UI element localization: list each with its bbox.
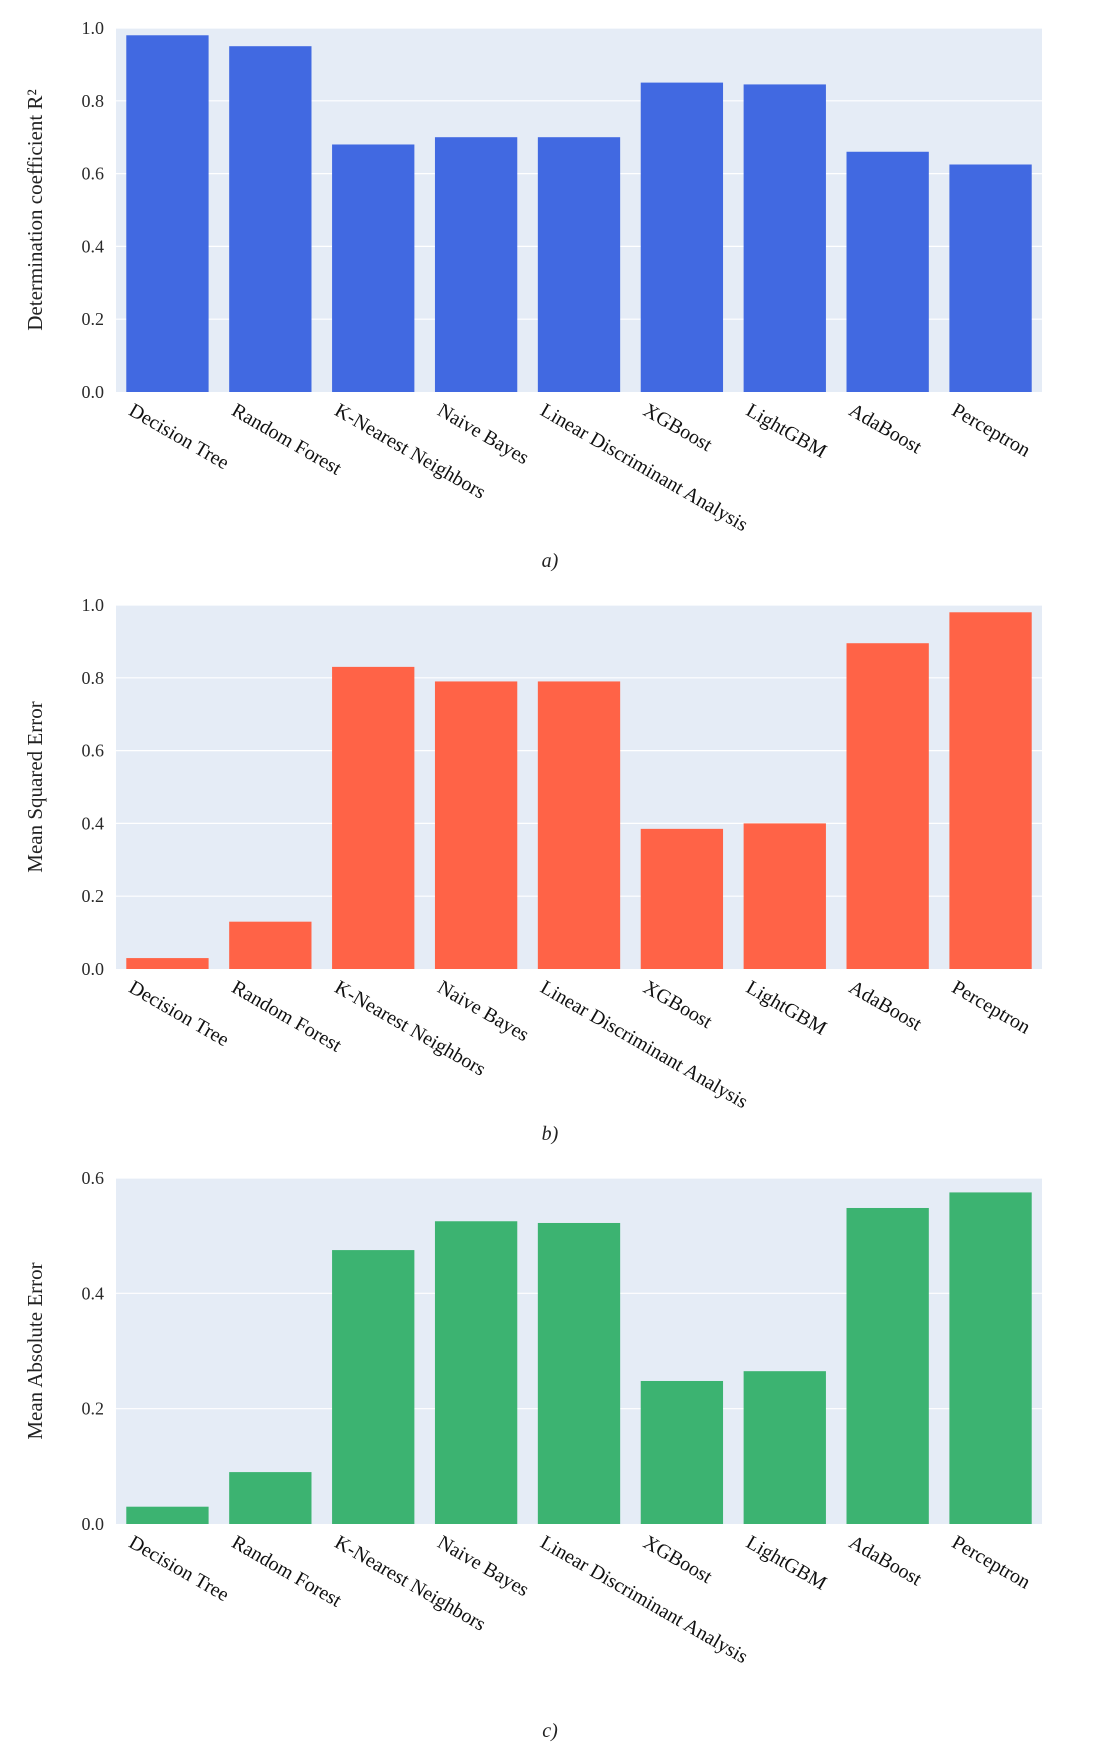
bar-k-nearest-neighbors: [332, 666, 415, 969]
x-tick-label: Naive Bayes: [434, 976, 533, 1046]
bar-xgboost: [640, 1380, 724, 1524]
panel-c-mae: 0.0 0.2 0.4 0.6 Decision Tree Random Forest K-…: [0, 1166, 1100, 1752]
y-tick-label: 0.2: [82, 1399, 105, 1419]
x-tick-label: XGBoost: [639, 399, 716, 456]
bar-lightgbm: [743, 823, 826, 969]
x-tick-label: Naive Bayes: [434, 1531, 533, 1601]
y-axis-title: Mean Squared Error: [23, 701, 47, 872]
y-tick-label: 0.2: [82, 886, 105, 906]
y-tick-label: 0.8: [82, 91, 105, 111]
x-tick-label: XGBoost: [639, 1531, 716, 1588]
caption-c: c): [542, 1720, 558, 1742]
bar-adaboost: [846, 643, 929, 969]
x-tick-label: LightGBM: [742, 976, 830, 1040]
bar-random-forest: [229, 1472, 312, 1524]
y-tick-label: 0.0: [82, 959, 105, 979]
bar-decision-tree: [126, 1506, 209, 1524]
caption-a: a): [541, 550, 559, 572]
bar-lightgbm: [743, 84, 826, 393]
x-tick-label: Perceptron: [948, 1531, 1034, 1593]
x-tick-label: Decision Tree: [125, 976, 233, 1051]
y-tick-label: 0.0: [82, 1514, 105, 1534]
x-tick-label: Random Forest: [228, 976, 346, 1057]
x-tick-label: AdaBoost: [845, 1531, 926, 1590]
y-tick-label: 0.6: [82, 741, 105, 761]
x-tick-label: Decision Tree: [125, 1531, 233, 1606]
bar-xgboost: [640, 828, 724, 969]
bar-lightgbm: [743, 1371, 826, 1524]
y-tick-label: 0.4: [82, 813, 105, 833]
x-tick-label: AdaBoost: [845, 976, 926, 1035]
y-tick-label: 1.0: [82, 595, 105, 615]
x-tick-label: Random Forest: [228, 1531, 346, 1612]
bar-perceptron: [949, 164, 1032, 392]
x-tick-label: Perceptron: [948, 399, 1034, 461]
x-tick-label: Perceptron: [948, 976, 1034, 1038]
y-tick-label: 0.6: [82, 1168, 105, 1188]
caption-b: b): [541, 1123, 559, 1145]
panel-b-mse: 0.0 0.2 0.4 0.6 0.8 1.0 Decision Tree Random Fo…: [0, 583, 1100, 1166]
bar-naive-bayes: [434, 137, 518, 392]
bar-naive-bayes: [434, 1221, 518, 1524]
y-axis-title: Mean Absolute Error: [23, 1262, 47, 1439]
y-tick-label: 1.0: [82, 18, 105, 38]
bar-perceptron: [949, 612, 1032, 969]
x-tick-label: XGBoost: [639, 976, 716, 1033]
x-tick-label: LightGBM: [742, 399, 830, 463]
y-tick-label: 0.6: [82, 164, 105, 184]
y-tick-label: 0.2: [82, 309, 105, 329]
x-tick-label: LightGBM: [742, 1531, 830, 1595]
y-axis-title: Determination coefficient R²: [23, 89, 47, 331]
bar-perceptron: [949, 1192, 1032, 1524]
bar-linear-discriminant-analysis: [537, 681, 621, 969]
y-tick-label: 0.4: [82, 236, 105, 256]
bar-decision-tree: [126, 35, 209, 392]
x-tick-label: Naive Bayes: [434, 399, 533, 469]
bar-k-nearest-neighbors: [332, 1250, 415, 1524]
x-tick-label: Random Forest: [228, 399, 346, 480]
y-tick-label: 0.8: [82, 668, 105, 688]
bar-linear-discriminant-analysis: [537, 137, 621, 392]
bar-random-forest: [229, 46, 312, 392]
bar-k-nearest-neighbors: [332, 144, 415, 392]
bar-random-forest: [229, 921, 312, 969]
bar-adaboost: [846, 1207, 929, 1524]
bar-linear-discriminant-analysis: [537, 1222, 621, 1524]
y-tick-label: 0.4: [82, 1283, 105, 1303]
bar-decision-tree: [126, 958, 209, 969]
y-tick-label: 0.0: [82, 382, 105, 402]
bar-xgboost: [640, 82, 724, 392]
x-tick-label: AdaBoost: [845, 399, 926, 458]
bar-naive-bayes: [434, 681, 518, 969]
x-tick-label: Decision Tree: [125, 399, 233, 474]
panel-a-r2: 0.0 0.2 0.4 0.6 0.8 1.0 Decision Tree Random Fo…: [0, 0, 1100, 583]
bar-adaboost: [846, 151, 929, 392]
